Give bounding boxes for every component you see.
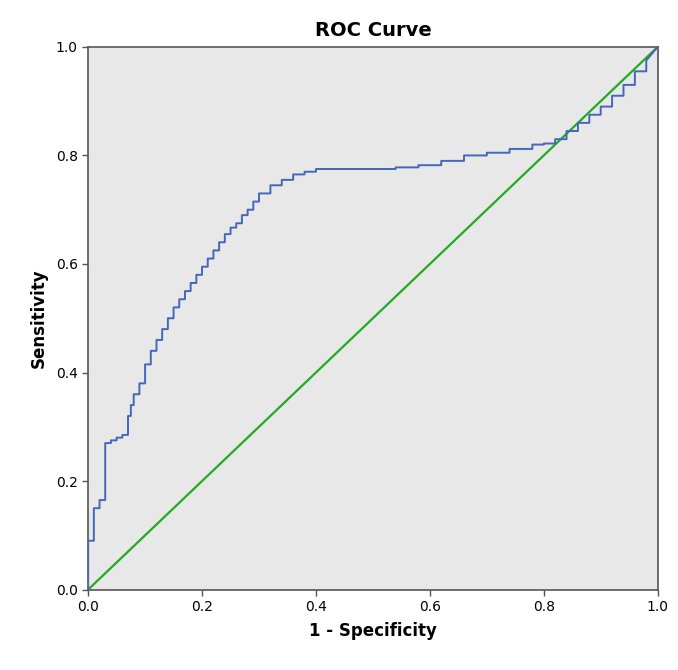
Y-axis label: Sensitivity: Sensitivity (29, 269, 47, 368)
Title: ROC Curve: ROC Curve (315, 21, 431, 40)
X-axis label: 1 - Specificity: 1 - Specificity (309, 622, 437, 641)
